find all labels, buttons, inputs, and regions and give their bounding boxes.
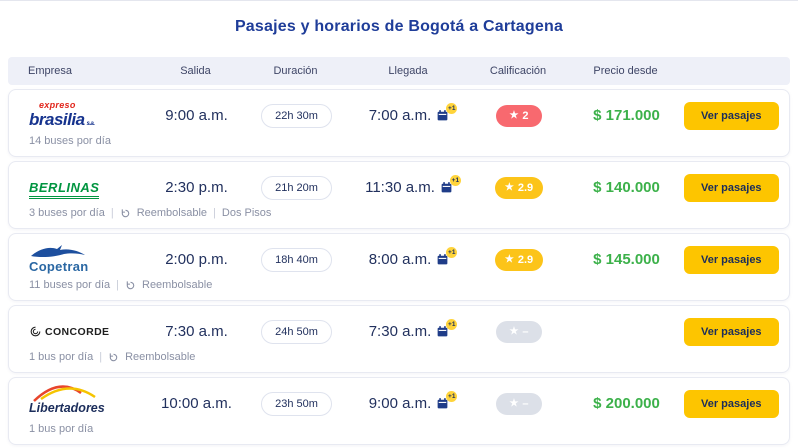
price: $ 140.000 (593, 179, 660, 196)
refundable-label: Reembolsable (136, 207, 208, 219)
column-header-salida: Salida (180, 65, 211, 77)
calendar-icon: +1 (436, 103, 458, 122)
ver-pasajes-button[interactable]: Ver pasajes (684, 317, 779, 346)
greyhound-icon (31, 245, 85, 258)
duration-pill: 22h 30m (261, 103, 332, 128)
company-logo: expreso brasilia s.a. (29, 100, 95, 129)
company-logo: CONCORDE (29, 325, 109, 338)
buses-per-day: 14 buses por día (29, 135, 111, 147)
departure-time: 7:30 a.m. (165, 323, 228, 340)
row-meta: 3 buses por día | Reembolsable | Dos Pis… (29, 207, 769, 219)
calendar-icon: +1 (436, 247, 458, 266)
rating-value: – (522, 325, 529, 338)
departure-time: 2:00 p.m. (165, 251, 228, 268)
bus-result-row: expreso brasilia s.a. 9:00 a.m. 22h 30m 7… (8, 89, 790, 157)
bus-result-row: BERLINAS 2:30 p.m. 21h 20m 11:30 a.m. (8, 161, 790, 229)
star-icon: ★ (504, 181, 514, 193)
column-header-calificacion: Calificación (489, 65, 547, 77)
departure-time: 9:00 a.m. (165, 107, 228, 124)
price: $ 200.000 (593, 395, 660, 412)
arrival-time: 11:30 a.m. (365, 179, 435, 196)
row-meta: 1 bus por día (29, 423, 769, 435)
buses-per-day: 1 bus por día (29, 423, 94, 435)
duration-pill: 21h 20m (261, 175, 332, 200)
arrival-time: 8:00 a.m. (368, 251, 432, 268)
next-day-badge: +1 (446, 247, 458, 258)
rating-badge: ★ – (496, 320, 542, 343)
duration-pill: 23h 50m (261, 391, 332, 416)
calendar-icon: +1 (436, 319, 458, 338)
column-header-duracion: Duración (273, 65, 318, 77)
next-day-badge: +1 (446, 391, 458, 402)
rating-badge: ★ 2.9 (494, 176, 544, 199)
next-day-badge: +1 (446, 319, 458, 330)
duration-pill: 18h 40m (261, 247, 332, 272)
row-meta: 11 buses por día | Reembolsable (29, 279, 769, 291)
rating-value: 2 (522, 109, 529, 122)
rating-value: 2.9 (517, 253, 534, 266)
page-title: Pasajes y horarios de Bogotá a Cartagena (234, 18, 564, 35)
star-icon: ★ (504, 253, 514, 265)
refund-icon (120, 208, 131, 219)
table-header: Empresa Salida Duración Llegada Califica… (8, 57, 790, 85)
departure-time: 10:00 a.m. (161, 395, 232, 412)
rating-badge: ★ – (496, 392, 542, 415)
meta-refundable: | Reembolsable (110, 207, 208, 219)
ver-pasajes-button[interactable]: Ver pasajes (684, 173, 779, 202)
column-header-llegada: Llegada (388, 65, 428, 77)
rating-value: 2.9 (517, 181, 534, 194)
refundable-label: Reembolsable (125, 351, 196, 363)
column-header-precio: Precio desde (593, 65, 658, 77)
ver-pasajes-button[interactable]: Ver pasajes (684, 245, 779, 274)
ver-pasajes-button[interactable]: Ver pasajes (684, 101, 779, 130)
company-logo: Copetran (29, 245, 88, 274)
arrival-time: 7:00 a.m. (368, 107, 432, 124)
refundable-label: Reembolsable (142, 279, 213, 291)
company-logo: BERLINAS (29, 179, 100, 199)
ver-pasajes-button[interactable]: Ver pasajes (684, 389, 779, 418)
departure-time: 2:30 p.m. (165, 179, 228, 196)
row-meta: 1 bus por día | Reembolsable (29, 351, 769, 363)
buses-per-day: 11 buses por día (29, 279, 111, 291)
bus-result-row: Copetran 2:00 p.m. 18h 40m 8:00 a.m. +1 (8, 233, 790, 301)
rating-badge: ★ 2.9 (494, 248, 544, 271)
bus-result-row: Libertadores 10:00 a.m. 23h 50m 9:00 a.m… (8, 377, 790, 445)
star-icon: ★ (509, 397, 519, 409)
calendar-icon: +1 (436, 391, 458, 410)
calendar-icon: +1 (440, 175, 461, 194)
results-table: Empresa Salida Duración Llegada Califica… (0, 57, 798, 445)
duration-pill: 24h 50m (261, 319, 332, 344)
buses-per-day: 1 bus por día (29, 351, 94, 363)
price: $ 145.000 (593, 251, 660, 268)
buses-per-day: 3 buses por día (29, 207, 105, 219)
next-day-badge: +1 (446, 103, 458, 114)
bus-result-row: CONCORDE 7:30 a.m. 24h 50m 7:30 a.m. +1 (8, 305, 790, 373)
rating-badge: ★ 2 (496, 104, 542, 127)
refund-icon (108, 352, 119, 363)
arrival-time: 9:00 a.m. (368, 395, 432, 412)
swirl-icon (30, 326, 41, 337)
row-meta: 14 buses por día (29, 135, 769, 147)
price: $ 171.000 (593, 107, 660, 124)
meta-refundable: | Reembolsable (116, 279, 213, 291)
star-icon: ★ (509, 325, 519, 337)
extra-label: Dos Pisos (221, 207, 272, 219)
meta-refundable: | Reembolsable (99, 351, 196, 363)
arrival-time: 7:30 a.m. (368, 323, 432, 340)
meta-extra: | Dos Pisos (213, 207, 272, 219)
star-icon: ★ (509, 109, 519, 121)
next-day-badge: +1 (449, 175, 461, 186)
arcs-icon (33, 385, 96, 402)
column-header-empresa: Empresa (28, 65, 73, 77)
company-logo: Libertadores (29, 385, 105, 417)
refund-icon (125, 280, 136, 291)
rating-value: – (522, 397, 529, 410)
results-list: expreso brasilia s.a. 9:00 a.m. 22h 30m 7… (8, 89, 790, 445)
